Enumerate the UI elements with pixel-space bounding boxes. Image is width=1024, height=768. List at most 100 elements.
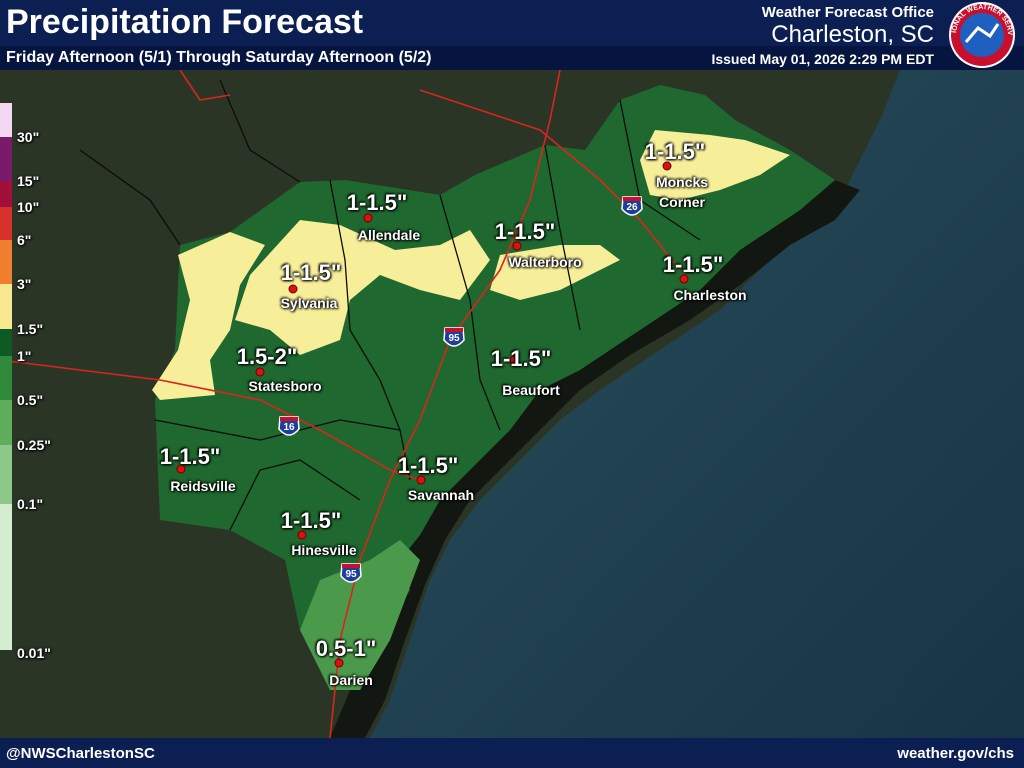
county-line (229, 459, 361, 531)
amount-label: 1-1.5" (397, 453, 459, 478)
legend-swatch (0, 240, 12, 284)
shield (340, 563, 362, 583)
county-lines (79, 79, 701, 531)
road (329, 69, 561, 739)
shield (443, 327, 465, 347)
amount-label: 1-1.5" (644, 139, 706, 164)
yellow-patch (640, 130, 790, 200)
subheader-bar (0, 46, 1024, 70)
amount-label: 1-1.5" (159, 444, 221, 469)
city-name: Reidsville (170, 478, 236, 494)
location: Charleston, SC (771, 21, 934, 48)
county-line (79, 149, 181, 246)
city-name: Charleston (673, 287, 747, 303)
shield-top (623, 197, 641, 201)
city-name: Sylvania (280, 295, 338, 311)
office: Weather Forecast Office (761, 4, 934, 21)
yellow-patch (490, 245, 620, 300)
shield (621, 196, 643, 216)
city-name: Walterboro (508, 254, 582, 270)
city-dot (662, 161, 672, 171)
legend-label: 3" (17, 276, 32, 292)
highway-number: 16 (283, 422, 295, 433)
city-dot (416, 475, 426, 485)
header-bar (0, 0, 1024, 46)
shield-top (445, 328, 463, 332)
legend-swatch (0, 103, 12, 137)
legend-label: 0.25" (17, 437, 51, 453)
ocean (370, 70, 1024, 738)
highway-number: 95 (448, 333, 460, 344)
legend-swatch (0, 400, 12, 445)
highway-number: 26 (626, 202, 638, 213)
city-dot (297, 530, 307, 540)
legend-swatch (0, 356, 12, 400)
county-line (329, 179, 411, 481)
legend-swatch (0, 329, 12, 356)
legend-label: 0.01" (17, 645, 51, 661)
amount-label: 1-1.5" (490, 346, 552, 371)
city-dot (679, 274, 689, 284)
amount-label: 1-1.5" (662, 252, 724, 277)
legend-swatch (0, 284, 12, 329)
legend-swatch (0, 181, 12, 207)
legend-label: 1.5" (17, 321, 44, 337)
logo-center (960, 13, 1004, 57)
subtitle: Friday Afternoon (5/1) Through Saturday … (6, 49, 432, 66)
legend-swatch (0, 504, 12, 650)
roads (0, 69, 681, 739)
legend-swatch (0, 445, 12, 504)
legend-bar (0, 103, 12, 650)
county-line (154, 419, 401, 441)
city-name: Hinesville (291, 542, 357, 558)
place-dots (176, 161, 689, 668)
city-name: Beaufort (502, 382, 560, 398)
county-line (219, 79, 301, 183)
city-dot (288, 284, 298, 294)
yellow-patch (235, 220, 490, 355)
city-dot (509, 355, 519, 365)
legend-label: 30" (17, 129, 40, 145)
shield-top (342, 564, 360, 568)
legend-label: 0.1" (17, 496, 44, 512)
logo-symbol (964, 23, 1000, 43)
amount-label: 1-1.5" (280, 508, 342, 533)
amount-label: 1-1.5" (280, 260, 342, 285)
county-line (439, 194, 501, 431)
city-dot (512, 241, 522, 251)
shield (278, 416, 300, 436)
footer-right: weather.gov/chs (897, 745, 1014, 762)
amount-label: 1-1.5" (494, 219, 556, 244)
forecast-area-0.5in (300, 540, 420, 690)
legend-label: 15" (17, 173, 40, 189)
county-line (544, 144, 581, 331)
legend-label: 1" (17, 348, 32, 364)
coast (330, 180, 860, 738)
city-dot (334, 658, 344, 668)
footer-left: @NWSCharlestonSC (6, 745, 155, 762)
legend-label: 6" (17, 232, 32, 248)
yellow-patch (152, 232, 265, 400)
legend-label: 0.5" (17, 392, 44, 408)
forecast-area-1.5in (152, 130, 790, 400)
highway-shields: 95 16 26 95 (278, 196, 643, 583)
highway-number: 95 (345, 569, 357, 580)
shield-top (280, 417, 298, 421)
city-name: Moncks Corner (655, 174, 709, 210)
amount-label: 0.5-1" (315, 636, 377, 661)
road (419, 89, 681, 271)
footer-bar (0, 738, 1024, 768)
city-name: Savannah (407, 487, 475, 503)
road (179, 69, 231, 101)
legend-swatch (0, 137, 12, 181)
city-name: Statesboro (248, 378, 322, 394)
amount-label: 1-1.5" (346, 190, 408, 215)
city-dot (363, 213, 373, 223)
issued: Issued May 01, 2026 2:29 PM EDT (711, 51, 934, 67)
city-name: Darien (329, 672, 373, 688)
legend-swatch (0, 207, 12, 240)
title: Precipitation Forecast (6, 3, 364, 41)
city-dot (176, 464, 186, 474)
